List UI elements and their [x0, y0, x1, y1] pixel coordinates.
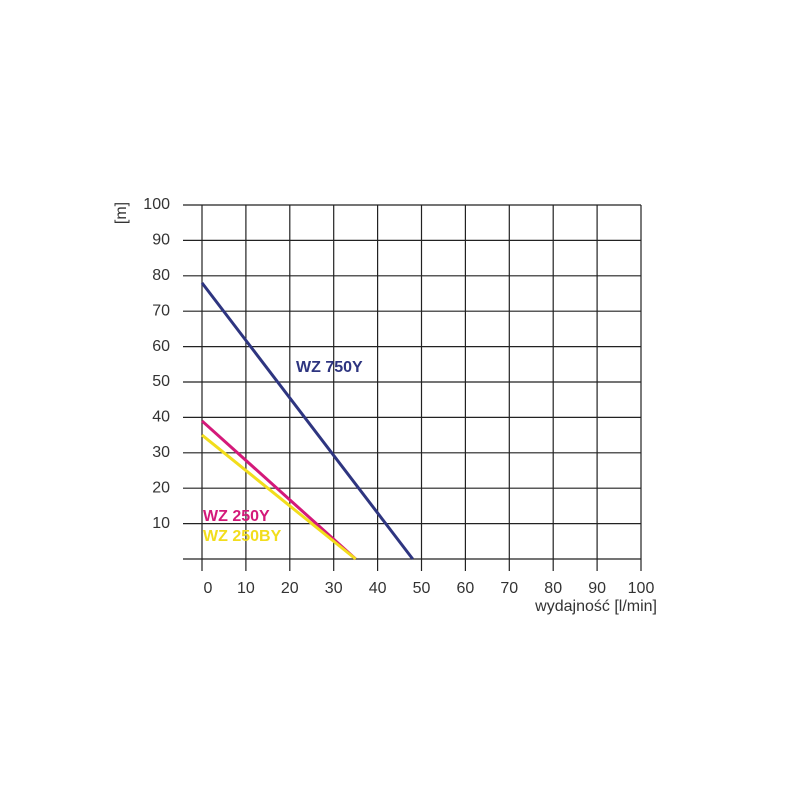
x-tick-label: 100 [628, 580, 655, 597]
y-tick-label: 50 [152, 373, 170, 390]
y-tick-label: 60 [152, 338, 170, 355]
y-tick-label: 100 [143, 196, 170, 213]
x-tick-label: 0 [204, 580, 213, 597]
x-tick-label: 70 [500, 580, 518, 597]
y-tick-label: 80 [152, 267, 170, 284]
y-axis-label: [m] [113, 202, 130, 224]
y-tick-label: 70 [152, 302, 170, 319]
x-tick-label: 10 [237, 580, 255, 597]
x-tick-label: 40 [369, 580, 387, 597]
series-line [200, 419, 357, 561]
series-line [200, 281, 414, 560]
y-tick-label: 20 [152, 479, 170, 496]
y-tick-label: 10 [152, 515, 170, 532]
y-tick-label: 30 [152, 444, 170, 461]
x-tick-label: 20 [281, 580, 299, 597]
x-tick-label: 60 [457, 580, 475, 597]
x-tick-label: 90 [588, 580, 606, 597]
series-label: WZ 250Y [203, 508, 270, 525]
series-label: WZ 250BY [203, 528, 282, 545]
x-axis-label: wydajność [l/min] [534, 598, 657, 615]
series-label: WZ 750Y [296, 359, 363, 376]
y-tick-label: 90 [152, 232, 170, 249]
x-tick-label: 50 [413, 580, 431, 597]
x-tick-label: 30 [325, 580, 343, 597]
series-line [201, 433, 357, 561]
x-tick-label: 80 [544, 580, 562, 597]
y-tick-label: 40 [152, 409, 170, 426]
